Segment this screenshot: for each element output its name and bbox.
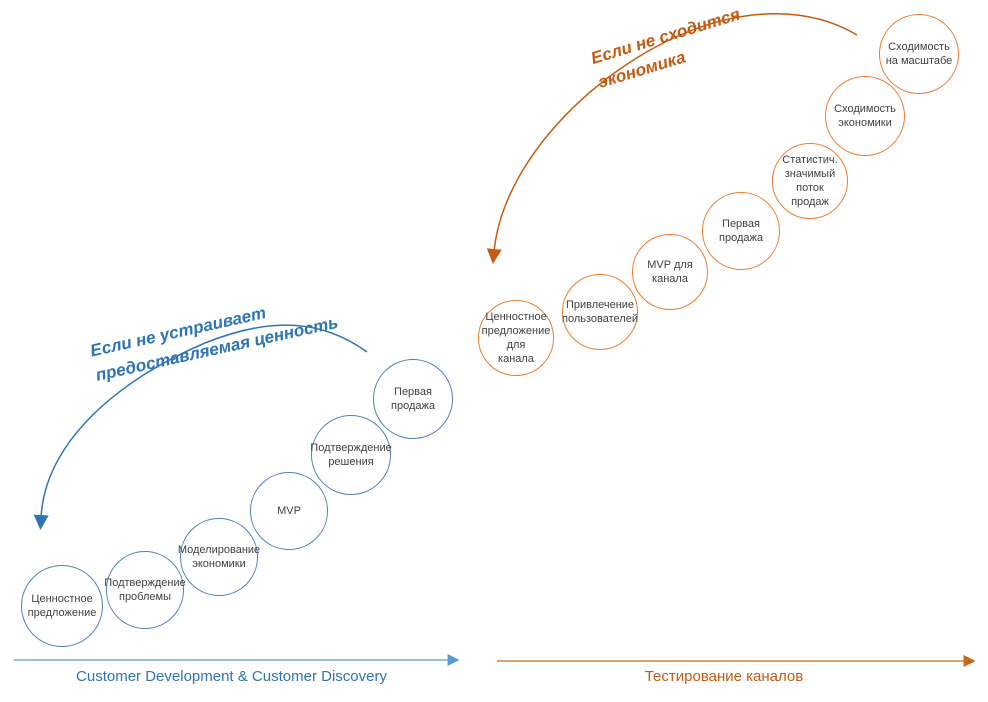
- value-loop-arrow: [33, 324, 368, 530]
- stage-node-channel-mvp: MVP для канала: [632, 234, 708, 310]
- stage-node-mvp: MVP: [250, 472, 328, 550]
- stage-node-economics-modeling: Моделирование экономики: [177, 518, 261, 596]
- stage-label: Статистич. значимый поток продаж: [782, 153, 838, 209]
- stage-node-channel-first-sale: Первая продажа: [702, 192, 780, 270]
- stage-node-channel-value-proposition: Ценностное предложение для канала: [478, 300, 554, 376]
- stage-label: Первая продажа: [719, 217, 763, 244]
- stage-node-scale-convergence: Сходимость на масштабе: [879, 14, 959, 94]
- stage-node-economics-convergence: Сходимость экономики: [825, 76, 905, 156]
- stage-label: Подтверждение проблемы: [104, 576, 186, 603]
- stage-label: Привлечение пользователей: [562, 298, 638, 325]
- stage-node-value-proposition: Ценностное предложение: [21, 565, 103, 647]
- stage-node-first-sale: Первая продажа: [373, 359, 453, 439]
- customer-development-axis-label: Customer Development & Customer Discover…: [76, 668, 387, 685]
- stage-label: MVP: [277, 504, 301, 517]
- stage-label: Ценностное предложение: [27, 592, 97, 619]
- stage-label: Моделирование экономики: [177, 543, 261, 570]
- stage-label: Сходимость на масштабе: [885, 40, 953, 67]
- stage-node-user-acquisition: Привлечение пользователей: [562, 274, 638, 350]
- stage-label: Сходимость экономики: [834, 102, 896, 129]
- economics-loop-arrow: [486, 13, 858, 264]
- stage-node-solution-validation: Подтверждение решения: [310, 415, 392, 495]
- stage-node-problem-validation: Подтверждение проблемы: [104, 551, 186, 629]
- stage-label: Подтверждение решения: [310, 441, 392, 468]
- stage-label: MVP для канала: [647, 258, 693, 285]
- stage-label: Первая продажа: [391, 385, 435, 412]
- stage-node-significant-sales-flow: Статистич. значимый поток продаж: [772, 143, 848, 219]
- channel-testing-axis-label: Тестирование каналов: [644, 668, 804, 685]
- stage-label: Ценностное предложение для канала: [481, 310, 551, 366]
